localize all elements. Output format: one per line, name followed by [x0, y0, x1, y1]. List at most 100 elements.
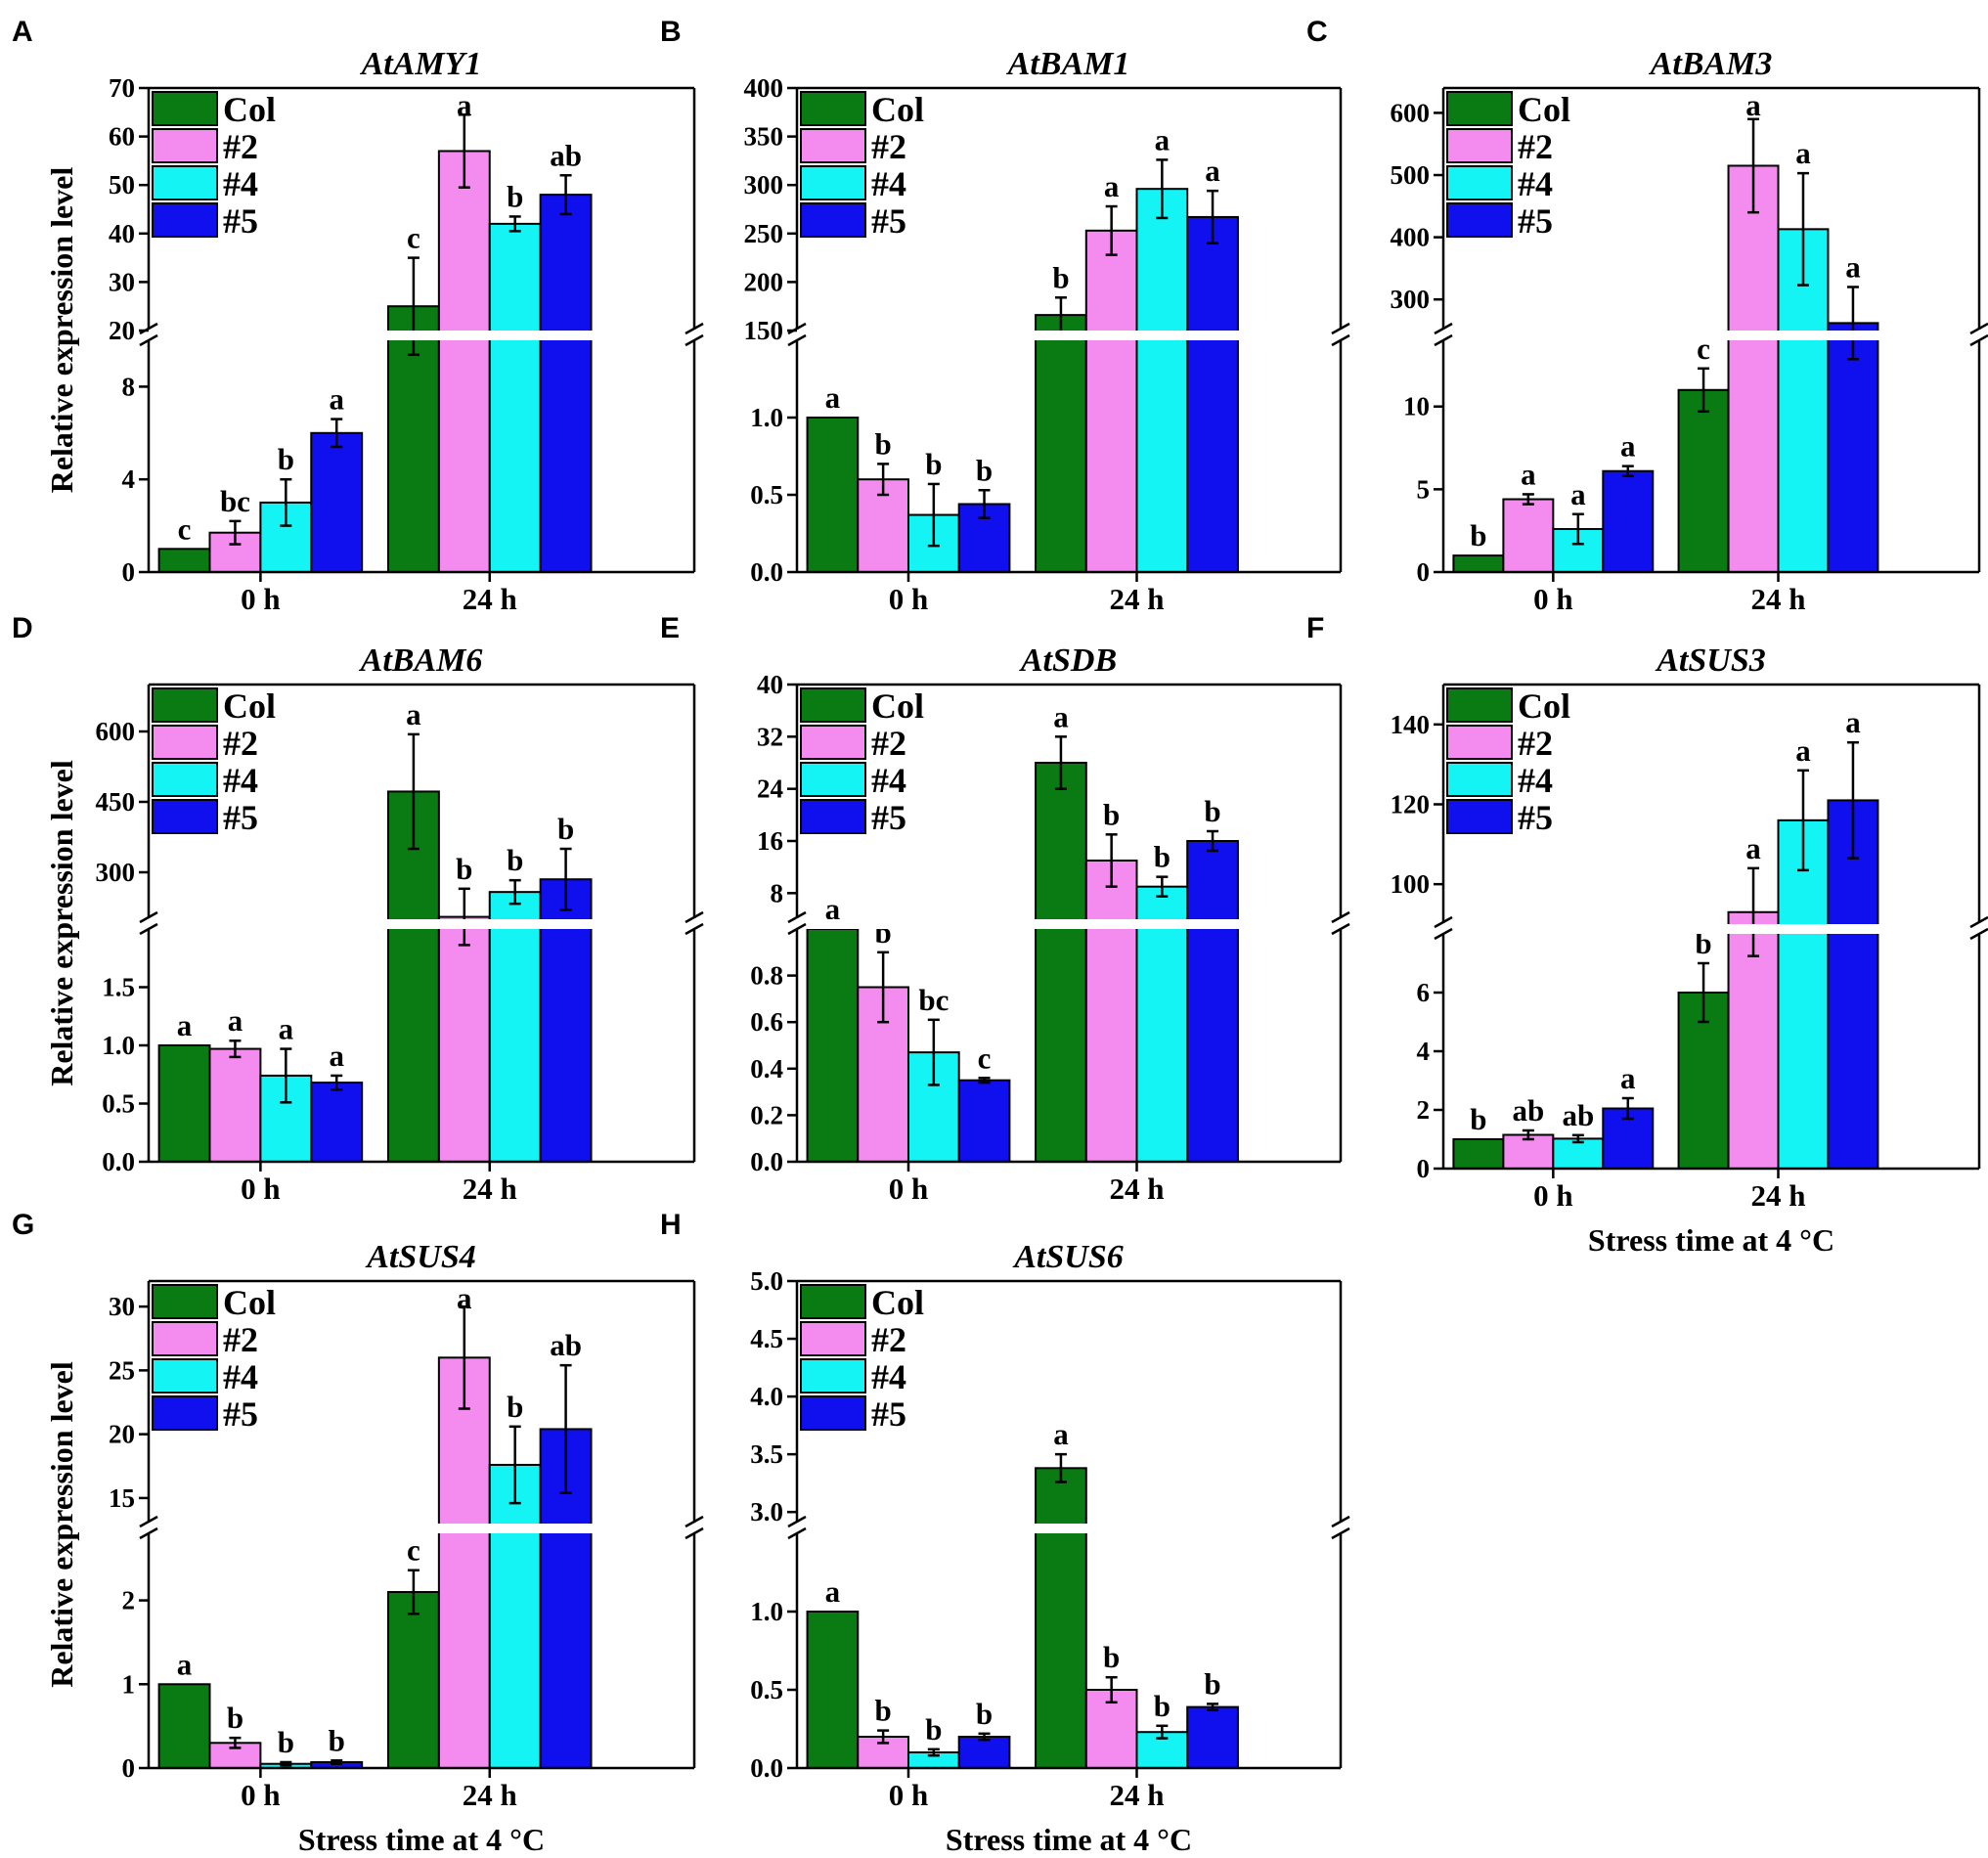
legend-swatch-line4 [800, 762, 866, 797]
y-tick-label: 0.5 [102, 1089, 135, 1119]
panel-letter: F [1306, 612, 1324, 644]
significance-letter: ab [1512, 1093, 1544, 1128]
y-tick-label: 450 [96, 787, 136, 817]
y-tick-label: 5.0 [750, 1266, 783, 1296]
category-label: 0 h [889, 1172, 929, 1206]
significance-letter: b [925, 447, 942, 481]
legend-swatch-line5 [152, 1395, 218, 1431]
legend-label: Col [871, 1283, 924, 1322]
y-tick-label: 250 [744, 219, 784, 248]
y-tick-label: 30 [109, 1292, 135, 1321]
y-tick-label: 140 [1391, 710, 1431, 739]
y-tick-label: 0.0 [102, 1147, 135, 1176]
bar-Col-24h [1035, 762, 1087, 1163]
x-axis-title: Stress time at 4 °C [298, 1822, 545, 1857]
significance-letter: a [1845, 705, 1861, 739]
legend-label: #4 [871, 761, 906, 800]
y-tick-label: 40 [109, 219, 135, 248]
legend-label: #4 [871, 1357, 906, 1396]
axis-break-band [1445, 331, 1977, 340]
legend-label: #2 [871, 1320, 906, 1359]
y-tick-label: 350 [744, 122, 784, 152]
axis-break-mark-right [685, 910, 704, 936]
significance-letter: a [1205, 154, 1220, 188]
significance-letter: b [456, 852, 472, 886]
y-tick-label: 16 [757, 826, 783, 856]
legend-swatch-line5 [800, 202, 866, 238]
significance-letter: a [1620, 1061, 1636, 1095]
legend-swatch-line2 [800, 128, 866, 163]
y-tick-label: 600 [96, 717, 136, 746]
significance-letter: b [329, 1723, 345, 1757]
y-axis-title: Relative expression level [44, 167, 79, 494]
significance-letter: a [457, 1281, 472, 1315]
axis-break-mark-left [787, 1515, 807, 1540]
chart-title: AtBAM1 [1006, 46, 1130, 82]
legend-swatch-line2 [800, 725, 866, 760]
legend-label: #2 [1518, 724, 1553, 763]
y-tick-label: 600 [1391, 98, 1431, 127]
significance-letter: c [407, 1533, 420, 1568]
y-tick-label: 0.0 [750, 1753, 783, 1783]
significance-letter: c [978, 1040, 992, 1075]
legend-label: #4 [871, 164, 906, 203]
y-tick-label: 0.0 [750, 557, 783, 587]
legend-swatch-line4 [1446, 165, 1513, 200]
legend-swatch-line4 [800, 1358, 866, 1394]
significance-letter: b [507, 843, 523, 877]
bar-line2-24h [1084, 860, 1138, 1163]
y-tick-label: 5 [1417, 474, 1431, 504]
category-label: 0 h [1533, 1178, 1573, 1213]
chart-title: AtSDB [1019, 642, 1117, 679]
legend-label: #5 [223, 798, 258, 837]
axis-break-mark-left [1434, 915, 1453, 941]
significance-letter: b [1154, 1689, 1171, 1723]
legend-swatch-col [1446, 91, 1513, 126]
x-axis-title: Stress time at 4 °C [1588, 1222, 1834, 1258]
y-tick-label: 0.2 [750, 1100, 783, 1129]
y-tick-label: 0.0 [750, 1147, 783, 1176]
y-axis-title: Relative expression level [44, 1361, 79, 1688]
category-label: 24 h [463, 1778, 517, 1812]
category-label: 0 h [241, 582, 281, 616]
y-tick-label: 0.5 [750, 1675, 783, 1704]
axis-break-mark-left [139, 1515, 158, 1540]
legend-swatch-line5 [1446, 799, 1513, 834]
x-axis-title: Stress time at 4 °C [946, 1822, 1192, 1857]
bar-line5-0h [1602, 469, 1655, 573]
legend-label: Col [1518, 686, 1570, 726]
axis-break-band [799, 919, 1339, 929]
significance-letter: b [1103, 797, 1120, 831]
legend-swatch-col [800, 91, 866, 126]
significance-letter: a [1155, 122, 1171, 156]
category-label: 0 h [889, 1778, 929, 1812]
bar-Col-0h [806, 1611, 860, 1769]
axis-break-mark-left [139, 910, 158, 936]
bar-Col-24h [1677, 388, 1730, 573]
legend-swatch-line4 [152, 165, 218, 200]
y-tick-label: 1.0 [102, 1031, 135, 1060]
legend-swatch-col [152, 91, 218, 126]
bar-Col-0h [157, 1683, 211, 1770]
significance-letter: a [1795, 136, 1811, 170]
bar-line2-24h [437, 1356, 491, 1769]
bar-line2-24h [1084, 229, 1138, 573]
significance-letter: b [1204, 794, 1220, 828]
y-tick-label: 1.0 [750, 1597, 783, 1626]
significance-letter: a [1104, 169, 1120, 203]
panel-letter: A [12, 16, 33, 48]
legend-swatch-line4 [152, 762, 218, 797]
significance-letter: b [1204, 1666, 1220, 1701]
y-tick-label: 3.0 [750, 1497, 783, 1526]
legend-label: #4 [223, 1357, 258, 1396]
y-tick-label: 30 [109, 267, 135, 296]
bar-line5-24h [539, 194, 593, 573]
chart-title: AtBAM3 [1649, 46, 1773, 82]
significance-letter: a [329, 1039, 344, 1073]
bar-line2-0h [208, 1047, 262, 1163]
